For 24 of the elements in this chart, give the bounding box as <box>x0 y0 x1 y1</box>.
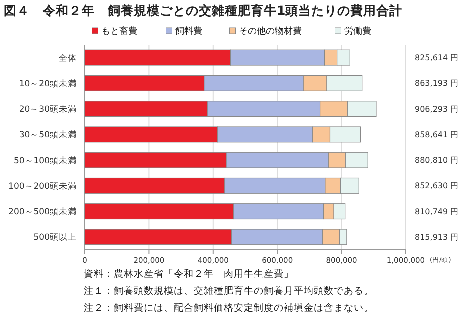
chart-title: 図４ 令和２年 飼養規模ごとの交雑種肥育牛1頭当たりの費用合計 <box>4 3 403 18</box>
text: 825,614 円 <box>415 54 459 63</box>
y-tick-label: 200～500頭未満 <box>8 206 77 218</box>
text: 852,630 円 <box>415 182 459 191</box>
text: 880,810 円 <box>415 156 459 166</box>
text: 906,293 円 <box>415 104 459 114</box>
legend-label: 飼料費 <box>175 26 202 37</box>
y-tick-label: 20～30頭未満 <box>19 104 77 116</box>
y-tick-label: 50～100頭未満 <box>14 155 77 166</box>
text: 注２：飼料費には、配合飼料価格安定制度の補塡金は含まない。 <box>84 302 374 314</box>
y-tick-label: 30～50頭未満 <box>19 130 77 141</box>
legend-label: もと畜費 <box>101 26 138 37</box>
y-tick-label: 10～20頭未満 <box>19 78 77 90</box>
text: 815,913 円 <box>415 232 459 242</box>
text: 資料：農林水産省「令和２年 肉用牛生産費」 <box>84 268 294 280</box>
legend-label: 労働費 <box>344 26 372 37</box>
text: 863,193 円 <box>415 79 459 88</box>
text: 858,641 円 <box>415 130 459 140</box>
y-tick-label: 全体 <box>59 52 77 64</box>
y-tick-label: 100～200頭未満 <box>8 180 77 192</box>
text: 810,749 円 <box>415 207 459 216</box>
legend-label: その他の物材費 <box>238 26 302 37</box>
y-tick-label: 500頭以上 <box>34 232 77 244</box>
text: 注１：飼養頭数規模は、交雑種肥育牛の飼養月平均頭数である。 <box>84 285 374 297</box>
